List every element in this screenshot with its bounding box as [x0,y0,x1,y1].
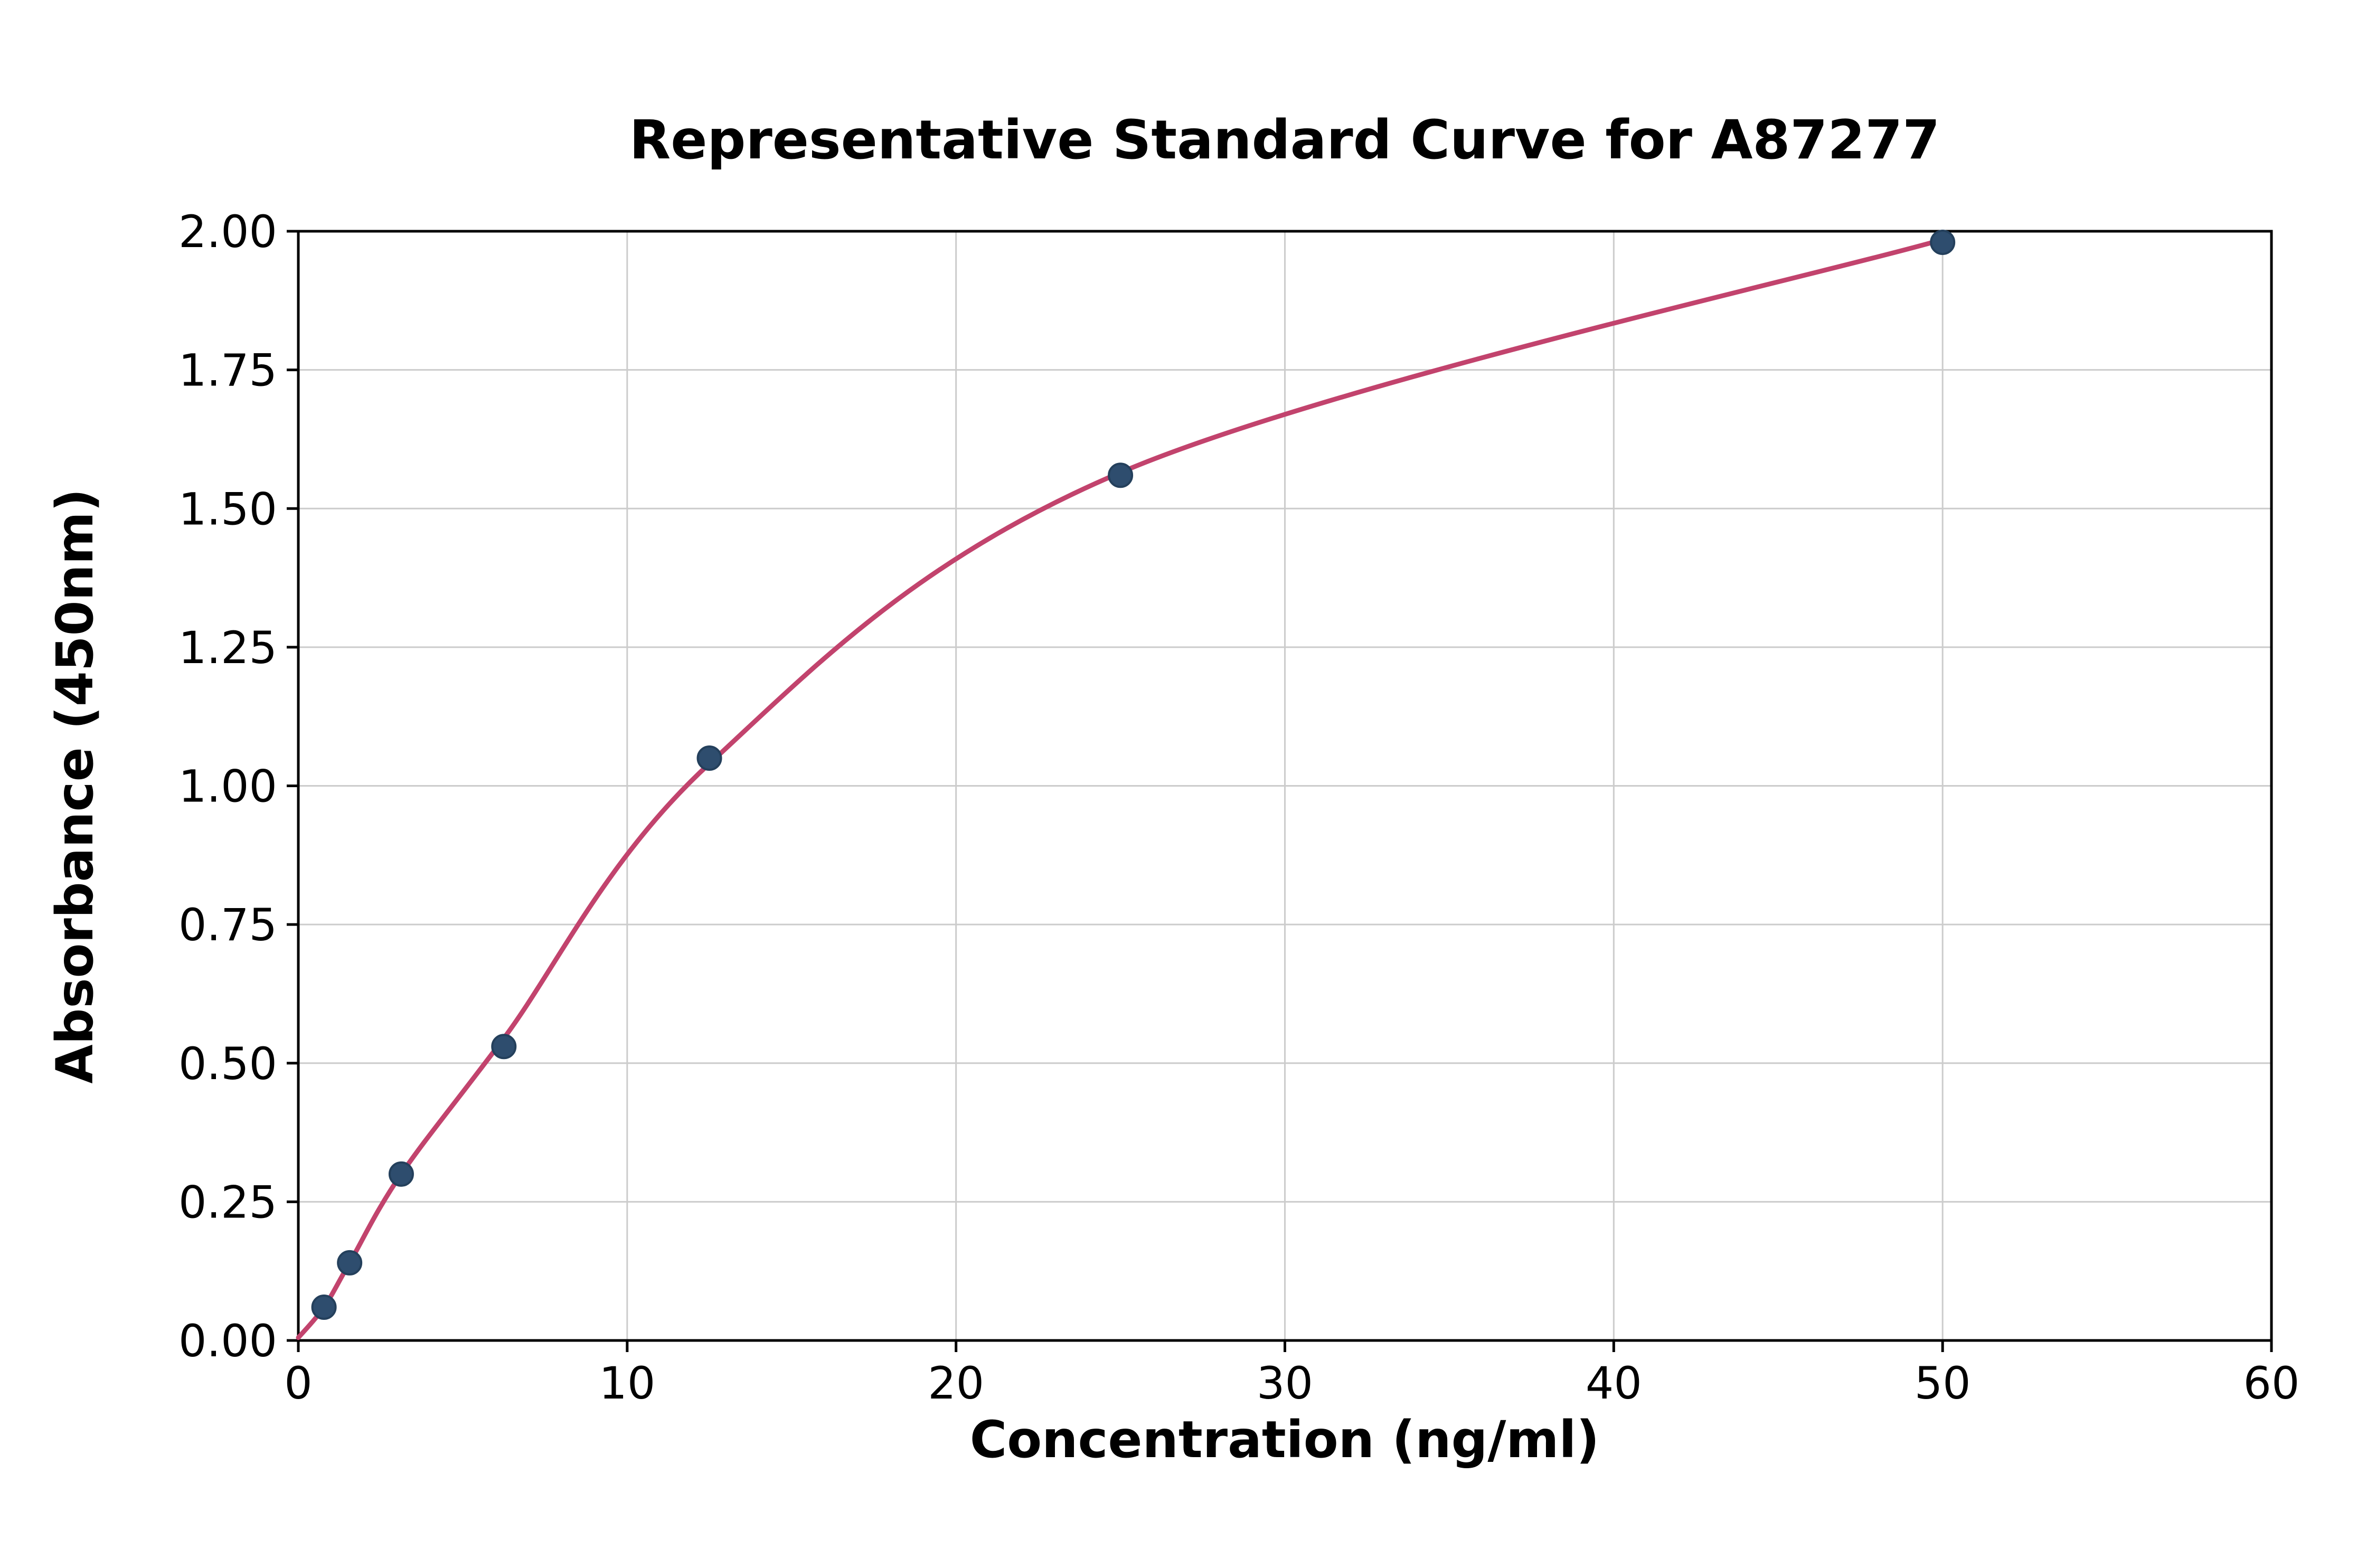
gridlines [297,230,2273,1342]
data-point [491,1034,517,1060]
x-tick-label: 50 [1915,1357,1971,1409]
y-tick-label: 0.00 [178,1315,277,1367]
y-tick-label: 1.75 [178,345,277,396]
x-axis-label: Concentration (ng/ml) [970,1410,1599,1469]
chart-title: Representative Standard Curve for A87277 [629,109,1940,172]
data-point [337,1250,363,1276]
y-tick-label: 0.25 [178,1176,277,1228]
y-tick-label: 1.50 [178,483,277,535]
x-tick-label: 30 [1257,1357,1313,1409]
x-tick-label: 0 [284,1357,312,1409]
data-point [1108,462,1134,488]
y-tick-label: 0.50 [178,1038,277,1090]
y-tick-label: 2.00 [178,206,277,258]
axis-ticks [287,230,2273,1352]
x-tick-label: 20 [928,1357,984,1409]
axis-tick-labels: 0 10 20 30 40 50 60 0.00 0.25 0.50 0.75 1.00 1.25 1.5… [178,206,2299,1409]
x-tick-label: 60 [2243,1357,2300,1409]
y-tick-label: 1.00 [178,761,277,813]
data-point [311,1294,337,1320]
data-point [696,745,722,771]
fit-curve [296,237,1945,1340]
data-point [1930,230,1956,256]
data-points [311,230,1956,1320]
y-axis-label: Absorbance (450nm) [45,488,105,1083]
x-tick-label: 40 [1586,1357,1642,1409]
y-tick-label: 0.75 [178,899,277,951]
x-tick-label: 10 [599,1357,655,1409]
y-tick-label: 1.25 [178,622,277,674]
data-point [388,1161,414,1187]
